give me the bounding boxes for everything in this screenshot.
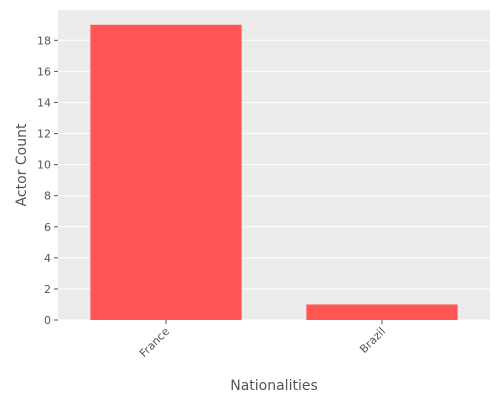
y-tick-label: 16 — [37, 65, 51, 78]
y-axis-ticks: 0 2 4 6 8 10 12 14 16 18 — [37, 34, 58, 327]
x-tick-label: Brazil — [357, 325, 388, 356]
y-tick-label: 4 — [44, 252, 51, 265]
y-tick-label: 12 — [37, 128, 51, 141]
y-tick-label: 14 — [37, 96, 51, 109]
y-tick-label: 8 — [44, 190, 51, 203]
y-tick-label: 18 — [37, 34, 51, 47]
x-axis-ticks: France Brazil — [137, 320, 388, 360]
x-tick-label: France — [137, 325, 172, 360]
y-tick-label: 2 — [44, 283, 51, 296]
bar-brazil — [306, 304, 458, 320]
y-axis-label: Actor Count — [14, 123, 30, 206]
y-tick-label: 10 — [37, 159, 51, 172]
x-axis-label: Nationalities — [230, 378, 318, 394]
bars — [90, 24, 458, 321]
bar-france — [90, 24, 242, 321]
y-tick-label: 6 — [44, 221, 51, 234]
y-tick-label: 0 — [44, 314, 51, 327]
